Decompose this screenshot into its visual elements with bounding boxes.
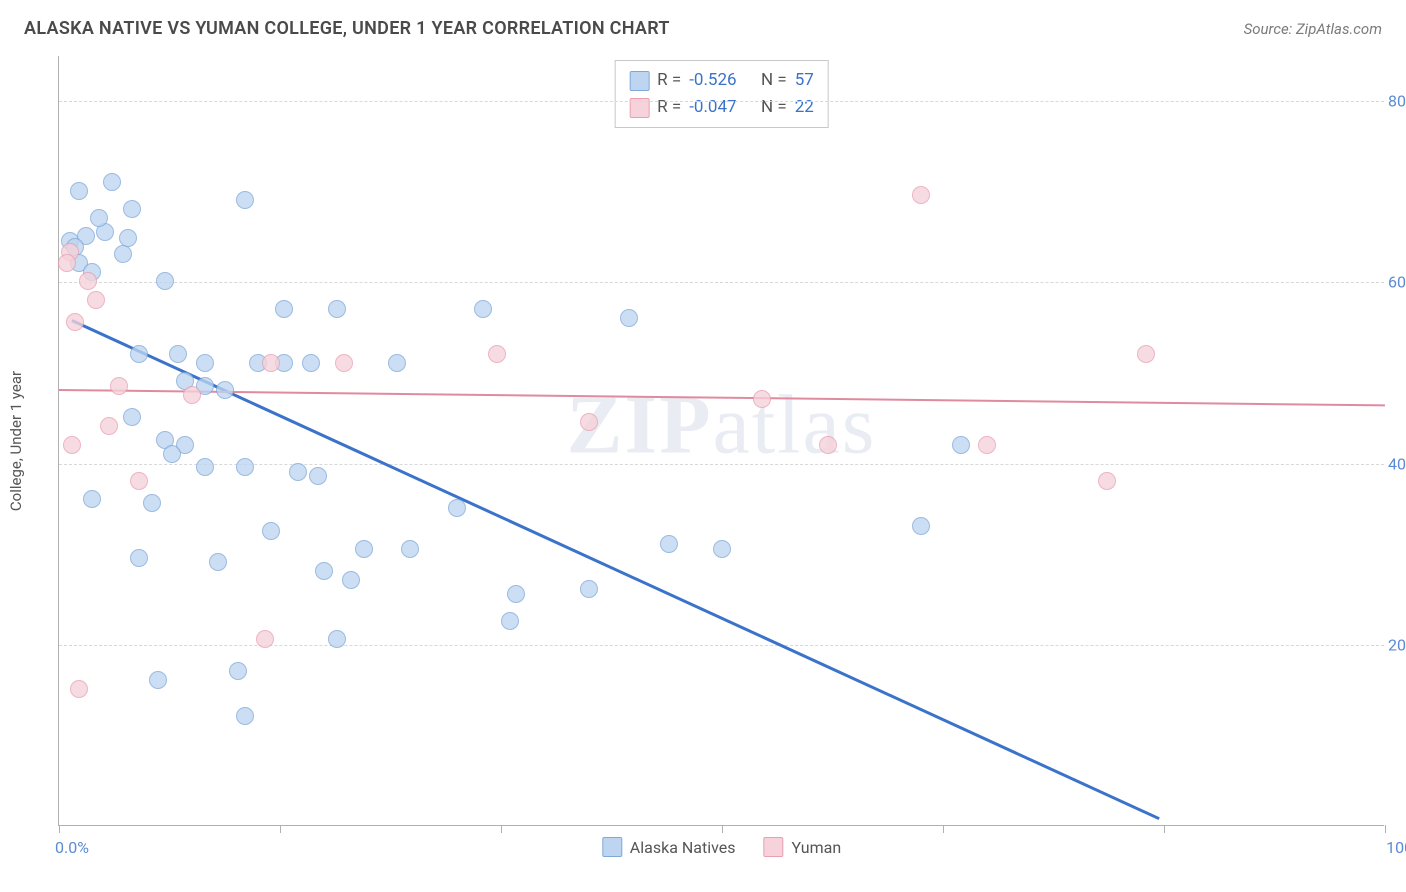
series-legend: Alaska Natives Yuman [602, 837, 841, 857]
data-point [123, 408, 141, 426]
legend-stat-row: R = -0.047 N = 22 [629, 94, 814, 121]
data-point [474, 300, 492, 318]
data-point [753, 390, 771, 408]
data-point [196, 354, 214, 372]
data-point [448, 499, 466, 517]
data-point [315, 562, 333, 580]
x-tick [501, 825, 502, 833]
x-axis-min-label: 0.0% [55, 838, 89, 857]
data-point [70, 182, 88, 200]
data-point [912, 517, 930, 535]
data-point [713, 540, 731, 558]
y-tick-label: 60.0% [1388, 273, 1406, 292]
data-point [58, 254, 76, 272]
data-point [63, 436, 81, 454]
data-point [114, 245, 132, 263]
data-point [216, 381, 234, 399]
x-tick [59, 825, 60, 833]
x-tick [280, 825, 281, 833]
data-point [302, 354, 320, 372]
legend-series-item: Yuman [764, 837, 842, 857]
data-point [335, 354, 353, 372]
y-axis-label: College, Under 1 year [7, 371, 25, 511]
data-point [90, 209, 108, 227]
data-point [130, 472, 148, 490]
data-point [488, 345, 506, 363]
data-point [103, 173, 121, 191]
data-point [660, 535, 678, 553]
data-point [262, 522, 280, 540]
x-tick [943, 825, 944, 833]
data-point [328, 630, 346, 648]
gridline [59, 101, 1384, 102]
correlation-legend: R = -0.526 N = 57R = -0.047 N = 22 [614, 60, 829, 128]
data-point [130, 549, 148, 567]
data-point [620, 309, 638, 327]
chart-title: ALASKA NATIVE VS YUMAN COLLEGE, UNDER 1 … [24, 18, 670, 39]
legend-stat-row: R = -0.526 N = 57 [629, 67, 814, 94]
data-point [580, 580, 598, 598]
data-point [83, 490, 101, 508]
data-point [183, 386, 201, 404]
y-tick-label: 40.0% [1388, 454, 1406, 473]
data-point [196, 458, 214, 476]
data-point [978, 436, 996, 454]
data-point [163, 445, 181, 463]
data-point [912, 186, 930, 204]
legend-series-item: Alaska Natives [602, 837, 736, 857]
data-point [169, 345, 187, 363]
x-tick [1164, 825, 1165, 833]
data-point [507, 585, 525, 603]
data-point [328, 300, 346, 318]
legend-swatch [764, 837, 784, 857]
data-point [580, 413, 598, 431]
data-point [388, 354, 406, 372]
data-point [156, 272, 174, 290]
data-point [209, 553, 227, 571]
data-point [819, 436, 837, 454]
data-point [149, 671, 167, 689]
gridline [59, 282, 1384, 283]
data-point [87, 291, 105, 309]
data-point [70, 680, 88, 698]
data-point [130, 345, 148, 363]
data-point [309, 467, 327, 485]
watermark: ZIPatlas [567, 377, 877, 474]
data-point [355, 540, 373, 558]
data-point [256, 630, 274, 648]
data-point [236, 191, 254, 209]
data-point [66, 313, 84, 331]
data-point [110, 377, 128, 395]
data-point [275, 300, 293, 318]
data-point [119, 229, 137, 247]
data-point [123, 200, 141, 218]
data-point [236, 458, 254, 476]
gridline [59, 464, 1384, 465]
data-point [79, 272, 97, 290]
data-point [342, 571, 360, 589]
legend-swatch [629, 71, 649, 91]
data-point [236, 707, 254, 725]
legend-swatch [602, 837, 622, 857]
data-point [143, 494, 161, 512]
y-tick-label: 20.0% [1388, 635, 1406, 654]
y-tick-label: 80.0% [1388, 92, 1406, 111]
data-point [100, 417, 118, 435]
scatter-plot-area: ZIPatlas R = -0.526 N = 57R = -0.047 N =… [58, 56, 1384, 826]
data-point [401, 540, 419, 558]
data-point [1137, 345, 1155, 363]
x-tick [1385, 825, 1386, 833]
source-attribution: Source: ZipAtlas.com [1244, 20, 1382, 38]
data-point [1098, 472, 1116, 490]
trend-line-blue [72, 319, 1160, 820]
data-point [262, 354, 280, 372]
x-tick [722, 825, 723, 833]
x-axis-max-label: 100.0% [1386, 838, 1406, 857]
data-point [289, 463, 307, 481]
data-point [501, 612, 519, 630]
data-point [229, 662, 247, 680]
data-point [952, 436, 970, 454]
